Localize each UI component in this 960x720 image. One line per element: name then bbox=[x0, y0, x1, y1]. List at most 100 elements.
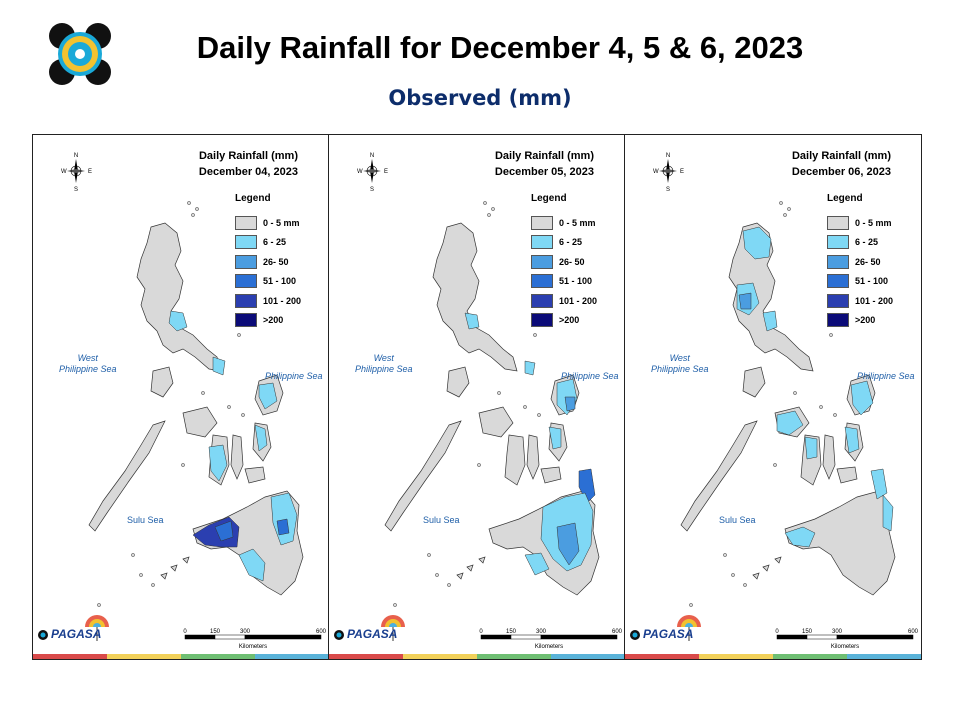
legend-label: 51 - 100 bbox=[855, 276, 889, 287]
svg-text:E: E bbox=[384, 169, 388, 175]
legend: 0 - 5 mm 6 - 25 26- 50 51 - 100 101 - 200 >20… bbox=[827, 213, 893, 330]
legend-label: 26- 50 bbox=[855, 256, 881, 267]
legend: 0 - 5 mm 6 - 25 26- 50 51 - 100 101 - 200 >20… bbox=[531, 213, 597, 330]
legend-item: 0 - 5 mm bbox=[531, 213, 597, 233]
island-mindoro bbox=[150, 366, 174, 398]
island-luzon bbox=[432, 222, 518, 372]
island-mindoro bbox=[446, 366, 470, 398]
map-title-line1: Daily Rainfall (mm) bbox=[791, 150, 891, 162]
legend-item: 0 - 5 mm bbox=[235, 213, 301, 233]
brand-color-bar bbox=[33, 654, 328, 659]
islet bbox=[139, 573, 143, 577]
island-sulu bbox=[752, 556, 782, 580]
islet bbox=[435, 573, 439, 577]
svg-text:S: S bbox=[370, 187, 374, 191]
legend-label: 101 - 200 bbox=[263, 295, 302, 306]
islet bbox=[187, 201, 191, 205]
island-negros bbox=[504, 434, 526, 486]
island-mindoro bbox=[742, 366, 766, 398]
brand-color-segment bbox=[699, 654, 773, 659]
rainfall-area bbox=[276, 518, 290, 536]
philippine-sea-label: Philippine Sea bbox=[561, 371, 619, 381]
legend-swatch bbox=[531, 254, 553, 269]
legend-item: 26- 50 bbox=[827, 252, 893, 272]
islet bbox=[787, 207, 791, 211]
rainfall-area bbox=[556, 522, 580, 566]
scale-tick-label: 150 bbox=[210, 629, 221, 635]
legend-swatch bbox=[531, 274, 553, 289]
legend-title: Legend bbox=[531, 193, 567, 204]
legend-swatch bbox=[827, 274, 849, 289]
rainfall-area bbox=[212, 356, 226, 376]
scale-segment bbox=[480, 634, 512, 640]
rainfall-map-dec-04: 0 150 300 600 Kilometers N S W E Daily Rainfall (… bbox=[33, 135, 329, 659]
island-panay bbox=[182, 406, 218, 438]
legend-swatch bbox=[827, 254, 849, 269]
islet bbox=[783, 213, 787, 217]
map-title-line1: Daily Rainfall (mm) bbox=[198, 150, 298, 162]
legend-label: 26- 50 bbox=[559, 256, 585, 267]
legend-item: >200 bbox=[531, 311, 597, 331]
islet bbox=[447, 583, 451, 587]
svg-text:E: E bbox=[680, 169, 684, 175]
legend: 0 - 5 mm 6 - 25 26- 50 51 - 100 101 - 200 >20… bbox=[235, 213, 301, 330]
brand-color-segment bbox=[33, 654, 107, 659]
philippine-sea-label: Philippine Sea bbox=[265, 371, 323, 381]
islet bbox=[819, 405, 823, 409]
scale-tick-label: 600 bbox=[612, 629, 623, 635]
rainfall-area bbox=[870, 468, 888, 500]
rainfall-area bbox=[548, 426, 562, 450]
scale-tick-label: 300 bbox=[536, 629, 547, 635]
philippine-sea-label: Philippine Sea bbox=[857, 371, 915, 381]
scale-tick-label: 600 bbox=[908, 629, 919, 635]
island-mindanao bbox=[784, 490, 896, 596]
scale-tick-label: 300 bbox=[240, 629, 251, 635]
legend-label: 6 - 25 bbox=[559, 237, 583, 248]
scale-unit-label: Kilometers bbox=[239, 644, 267, 650]
svg-text:N: N bbox=[74, 153, 78, 159]
brand-color-segment bbox=[181, 654, 255, 659]
scale-bar: 0 150 300 600 Kilometers bbox=[479, 629, 622, 650]
legend-label: 6 - 25 bbox=[855, 237, 879, 248]
west-philippine-sea-label: West Philippine Sea bbox=[651, 353, 709, 374]
island-panay bbox=[478, 406, 514, 438]
legend-swatch bbox=[827, 313, 849, 328]
scale-tick-label: 0 bbox=[183, 629, 187, 635]
map-title-line1: Daily Rainfall (mm) bbox=[494, 150, 594, 162]
legend-swatch bbox=[531, 235, 553, 250]
rainfall-area bbox=[784, 526, 816, 548]
map-title: Daily Rainfall (mm) December 06, 2023 bbox=[792, 148, 891, 180]
west-philippine-sea-label: West Philippine Sea bbox=[59, 353, 117, 374]
legend-label: 6 - 25 bbox=[263, 237, 287, 248]
legend-label: 0 - 5 mm bbox=[559, 217, 596, 228]
legend-swatch bbox=[235, 215, 257, 230]
rainfall-area bbox=[564, 396, 576, 412]
islet bbox=[793, 391, 797, 395]
legend-item: >200 bbox=[827, 311, 893, 331]
island-palawan bbox=[384, 420, 462, 532]
island-palawan bbox=[680, 420, 758, 532]
svg-text:N: N bbox=[666, 153, 670, 159]
brand-color-bar bbox=[329, 654, 624, 659]
rainfall-area bbox=[254, 424, 268, 452]
rainfall-area bbox=[168, 310, 188, 332]
islet bbox=[427, 553, 431, 557]
islet bbox=[773, 463, 777, 467]
north-arrow-compass-icon: N S W E bbox=[651, 151, 685, 193]
island-bohol bbox=[836, 466, 858, 484]
svg-text:N: N bbox=[370, 153, 374, 159]
islet bbox=[393, 603, 397, 607]
north-arrow-compass-icon: N S W E bbox=[355, 151, 389, 193]
brand-color-segment bbox=[625, 654, 699, 659]
page-title: Daily Rainfall for December 4, 5 & 6, 20… bbox=[196, 30, 804, 65]
islet bbox=[743, 583, 747, 587]
island-cebu bbox=[526, 434, 540, 480]
legend-swatch bbox=[827, 293, 849, 308]
islet bbox=[723, 553, 727, 557]
rainfall-area bbox=[238, 548, 266, 582]
islet bbox=[181, 463, 185, 467]
philippines-map: 0 150 300 600 Kilometers bbox=[88, 201, 327, 650]
scale-tick-label: 150 bbox=[506, 629, 517, 635]
legend-swatch bbox=[235, 313, 257, 328]
sulu-sea-label: Sulu Sea bbox=[127, 515, 164, 525]
